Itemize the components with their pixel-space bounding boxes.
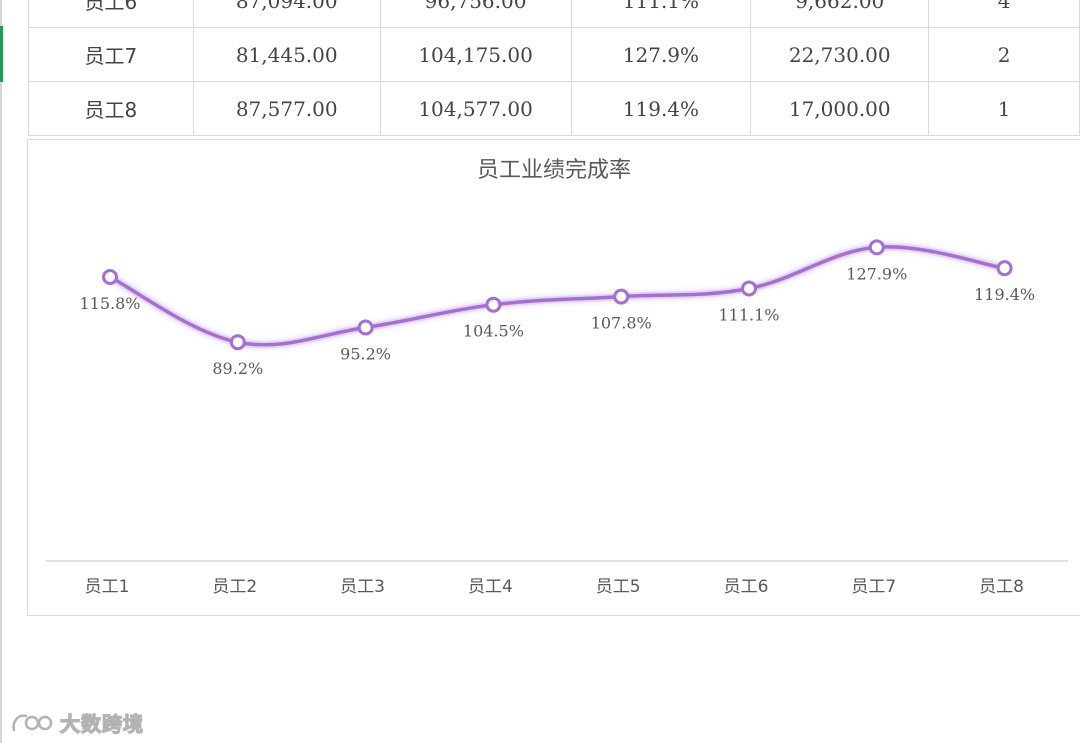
rate-cell[interactable]: 119.4% [570,81,752,136]
chart-area[interactable]: 员工业绩完成率 115.8% 89.2% 95.2% 104.5% 107.8% 111.… [27,139,1080,616]
row-selection-marker [0,26,3,82]
left-gutter [0,0,2,743]
watermark-text: 大数跨境 [59,711,144,736]
x-tick-label: 员工2 [212,577,257,597]
series-line[interactable] [108,245,1007,347]
rank-cell[interactable]: 1 [928,81,1080,136]
chart-title[interactable]: 员工业绩完成率 [476,158,631,183]
x-tick-label: 员工7 [851,577,896,597]
employee-name-cell[interactable]: 员工6 [28,0,194,28]
data-label[interactable]: 115.8% [79,294,140,313]
series-line-glow [108,243,1006,349]
x-tick-label: 员工5 [596,577,641,597]
brand-logo-icon [12,713,53,731]
data-point[interactable] [996,260,1013,277]
rate-cell[interactable]: 111.1% [570,0,752,28]
actual-cell[interactable]: 104,577.00 [379,81,572,136]
table-row[interactable]: 员工8 87,577.00 104,577.00 119.4% 17,000.00 1 [28,81,1080,136]
actual-cell[interactable]: 104,175.00 [379,27,572,82]
difference-cell[interactable]: 9,662.00 [750,0,930,28]
table-row[interactable]: 员工6 87,094.00 96,756.00 111.1% 9,662.00 4 [28,0,1080,28]
target-cell[interactable]: 81,445.00 [192,27,381,82]
data-label[interactable]: 95.2% [340,344,391,363]
data-point[interactable] [102,269,118,285]
target-cell[interactable]: 87,577.00 [192,81,381,136]
table-row[interactable]: 员工7 81,445.00 104,175.00 127.9% 22,730.00 2 [28,27,1080,82]
x-tick-label: 员工4 [468,577,513,597]
target-cell[interactable]: 87,094.00 [192,0,381,28]
x-tick-label: 员工8 [979,577,1024,597]
x-tick-label: 员工6 [724,577,769,597]
data-point[interactable] [357,319,374,336]
rank-cell[interactable]: 2 [928,27,1080,82]
difference-cell[interactable]: 17,000.00 [750,81,930,136]
data-label[interactable]: 104.5% [463,322,524,341]
actual-cell[interactable]: 96,756.00 [379,0,572,28]
employee-name-cell[interactable]: 员工7 [28,27,194,82]
data-point[interactable] [868,239,885,256]
data-point[interactable] [741,280,757,297]
data-label[interactable]: 127.9% [846,264,907,283]
data-label[interactable]: 107.8% [591,314,652,333]
data-table: 员工6 87,094.00 96,756.00 111.1% 9,662.00 4 员工7 8… [28,0,1080,136]
data-label[interactable]: 89.2% [212,359,263,378]
x-tick-label: 员工3 [340,577,385,597]
data-point[interactable] [485,296,502,313]
data-point[interactable] [229,334,246,351]
data-label[interactable]: 119.4% [974,285,1035,304]
x-tick-label: 员工1 [85,577,130,597]
rank-cell[interactable]: 4 [928,0,1080,28]
data-point[interactable] [613,288,630,305]
watermark: 大数跨境 [10,708,144,737]
rate-cell[interactable]: 127.9% [570,27,752,82]
data-label[interactable]: 111.1% [718,306,779,325]
line-chart[interactable]: 115.8% 89.2% 95.2% 104.5% 107.8% 111.1% 127.9%… [28,140,1080,617]
difference-cell[interactable]: 22,730.00 [750,27,930,82]
employee-name-cell[interactable]: 员工8 [28,81,194,136]
